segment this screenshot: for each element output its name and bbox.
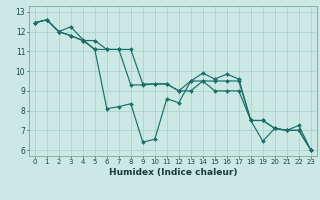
X-axis label: Humidex (Indice chaleur): Humidex (Indice chaleur) — [108, 168, 237, 177]
